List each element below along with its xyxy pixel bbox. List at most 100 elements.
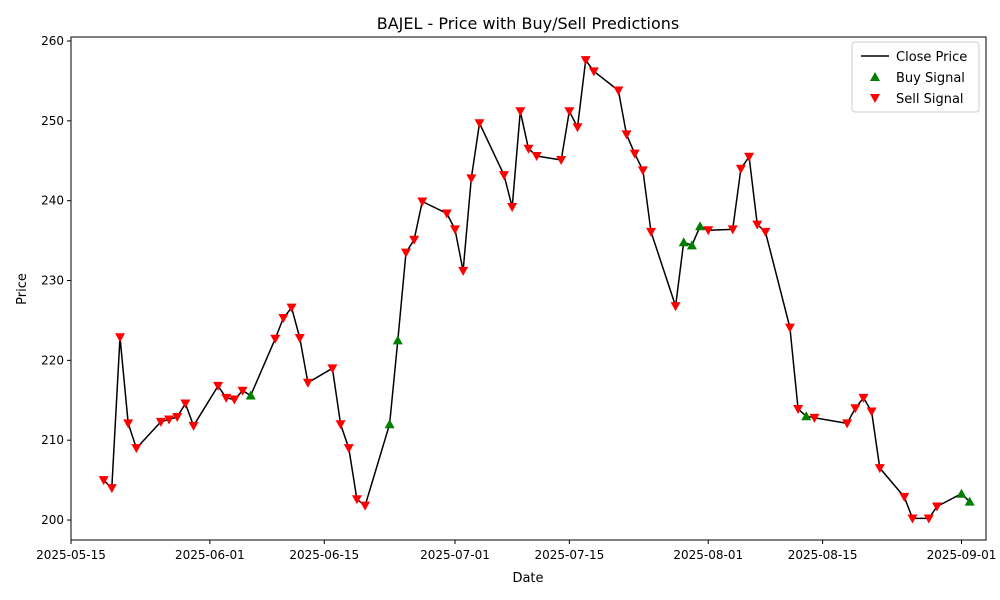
buy-signal-marker	[695, 221, 706, 231]
legend-entry-sell-signal: Sell Signal	[896, 92, 964, 107]
sell-signal-marker	[621, 130, 632, 140]
buy-signal-marker	[686, 240, 697, 250]
sell-signal-marker	[115, 333, 126, 343]
sell-signal-marker	[523, 144, 534, 154]
buy-signal-series	[245, 221, 975, 506]
buy-signal-marker	[392, 335, 403, 345]
sell-signal-marker	[588, 67, 599, 77]
sell-signal-marker	[221, 393, 232, 403]
sell-signal-marker	[441, 209, 452, 219]
sell-signal-marker	[229, 395, 240, 405]
sell-signal-marker	[531, 151, 542, 161]
sell-signal-marker	[907, 514, 918, 524]
sell-signal-marker	[188, 421, 199, 431]
y-tick-label: 230	[41, 274, 64, 288]
sell-signal-marker	[466, 174, 477, 184]
sell-signal-marker	[850, 404, 861, 414]
sell-signal-marker	[507, 203, 518, 213]
y-tick-label: 240	[41, 194, 64, 208]
sell-signal-marker	[670, 302, 681, 312]
sell-signal-marker	[760, 227, 771, 237]
sell-signal-marker	[278, 314, 289, 324]
buy-signal-marker	[956, 488, 967, 498]
x-tick-label: 2025-07-15	[534, 548, 604, 562]
x-tick-label: 2025-05-15	[36, 548, 106, 562]
buy-signal-marker	[384, 419, 395, 429]
legend-box	[851, 41, 980, 113]
x-tick-label: 2025-07-01	[420, 548, 490, 562]
sell-signal-marker	[866, 407, 877, 417]
sell-signal-marker	[923, 514, 934, 524]
y-axis: 200 210 220 230 240 250 260	[41, 34, 71, 527]
sell-signal-marker	[784, 323, 795, 333]
x-tick-label: 2025-06-01	[175, 548, 245, 562]
sell-signal-marker	[793, 405, 804, 415]
y-tick-label: 250	[41, 114, 64, 128]
buy-signal-marker	[964, 496, 975, 506]
y-axis-label: Price	[15, 273, 30, 305]
x-axis-label: Date	[512, 571, 543, 586]
sell-signal-marker	[155, 417, 166, 427]
sell-signal-marker	[335, 420, 346, 430]
sell-signal-marker	[637, 166, 648, 176]
legend-entry-buy-signal: Buy Signal	[896, 71, 965, 86]
legend-buy-marker	[870, 72, 880, 81]
sell-signal-marker	[931, 502, 942, 512]
sell-signal-marker	[580, 56, 591, 66]
sell-signal-marker	[498, 171, 509, 181]
sell-signal-marker	[98, 476, 109, 486]
sell-signal-marker	[703, 226, 714, 236]
sell-signal-marker	[458, 266, 469, 276]
sell-signal-marker	[360, 501, 371, 511]
x-tick-label: 2025-06-15	[289, 548, 359, 562]
sell-signal-marker	[343, 444, 354, 454]
legend: Close Price Buy Signal Sell Signal	[851, 41, 980, 113]
buy-signal-marker	[245, 390, 256, 400]
x-tick-label: 2025-09-01	[927, 548, 997, 562]
sell-signal-marker	[646, 227, 657, 237]
sell-signal-marker	[294, 334, 305, 344]
sell-signal-marker	[417, 197, 428, 207]
sell-signal-marker	[744, 152, 755, 162]
sell-signal-marker	[106, 484, 117, 494]
buy-signal-marker	[801, 411, 812, 421]
sell-signal-marker	[237, 386, 248, 396]
sell-signal-marker	[858, 393, 869, 403]
sell-signal-marker	[629, 149, 640, 159]
plot-border	[70, 36, 987, 541]
sell-signal-marker	[449, 225, 460, 235]
sell-signal-marker	[735, 164, 746, 174]
sell-signal-marker	[899, 492, 910, 502]
sell-signal-marker	[874, 464, 885, 474]
legend-entry-close-price: Close Price	[896, 50, 967, 65]
sell-signal-marker	[270, 334, 281, 344]
sell-signal-series	[98, 56, 942, 524]
x-tick-label: 2025-08-15	[788, 548, 858, 562]
x-tick-label: 2025-08-01	[673, 548, 743, 562]
sell-signal-marker	[172, 413, 183, 423]
legend-sell-marker	[870, 94, 880, 103]
sell-signal-marker	[572, 123, 583, 133]
plot-area	[71, 37, 986, 540]
sell-signal-marker	[515, 107, 526, 117]
sell-signal-marker	[474, 119, 485, 129]
sell-signal-marker	[286, 303, 297, 313]
sell-signal-marker	[302, 378, 313, 388]
y-tick-label: 200	[41, 513, 64, 527]
sell-signal-marker	[351, 495, 362, 505]
x-axis: 2025-05-15 2025-06-01 2025-06-15 2025-07-01…	[36, 540, 996, 562]
sell-signal-marker	[409, 235, 420, 245]
sell-signal-marker	[727, 225, 738, 235]
sell-signal-marker	[180, 399, 191, 409]
sell-signal-marker	[213, 381, 224, 391]
chart-title: BAJEL - Price with Buy/Sell Predictions	[377, 14, 680, 33]
y-tick-label: 210	[41, 433, 64, 447]
sell-signal-marker	[564, 107, 575, 117]
sell-signal-marker	[613, 86, 624, 96]
sell-signal-marker	[123, 419, 134, 429]
y-tick-label: 260	[41, 34, 64, 48]
buy-signal-marker	[678, 237, 689, 247]
sell-signal-marker	[131, 444, 142, 454]
sell-signal-marker	[752, 220, 763, 230]
